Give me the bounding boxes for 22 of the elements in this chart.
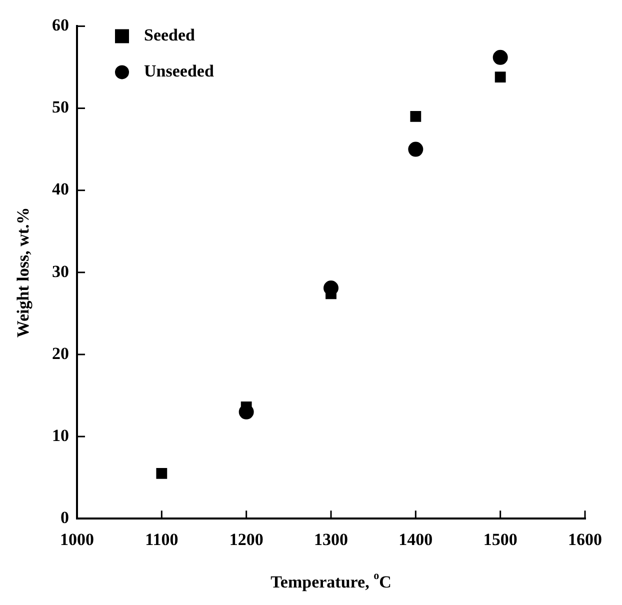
x-tick-label: 1000 bbox=[60, 530, 94, 550]
y-tick-label: 60 bbox=[52, 16, 69, 35]
x-tick-label: 1100 bbox=[145, 530, 178, 550]
y-tick-label: 30 bbox=[52, 262, 69, 281]
point bbox=[494, 72, 506, 83]
x-tick-label: 1300 bbox=[314, 530, 348, 550]
point bbox=[492, 50, 508, 65]
y-tick-label: 50 bbox=[52, 98, 69, 117]
legend-label: Seeded bbox=[144, 26, 196, 45]
point bbox=[410, 111, 422, 122]
x-tick-label: 1200 bbox=[229, 530, 264, 550]
point bbox=[156, 468, 168, 479]
y-tick-label: 10 bbox=[52, 426, 69, 445]
y-tick-label: 0 bbox=[60, 508, 69, 527]
y-tick-label: 20 bbox=[52, 344, 69, 363]
x-tick-label: 1500 bbox=[483, 530, 518, 550]
y-tick-label: 40 bbox=[52, 180, 69, 199]
y-axis-title: Weight loss, wt.% bbox=[13, 207, 32, 338]
point bbox=[408, 142, 424, 157]
x-tick-label: 1400 bbox=[398, 530, 433, 550]
legend-label: Unseeded bbox=[144, 62, 214, 81]
x-tick-label: 1600 bbox=[568, 530, 602, 550]
